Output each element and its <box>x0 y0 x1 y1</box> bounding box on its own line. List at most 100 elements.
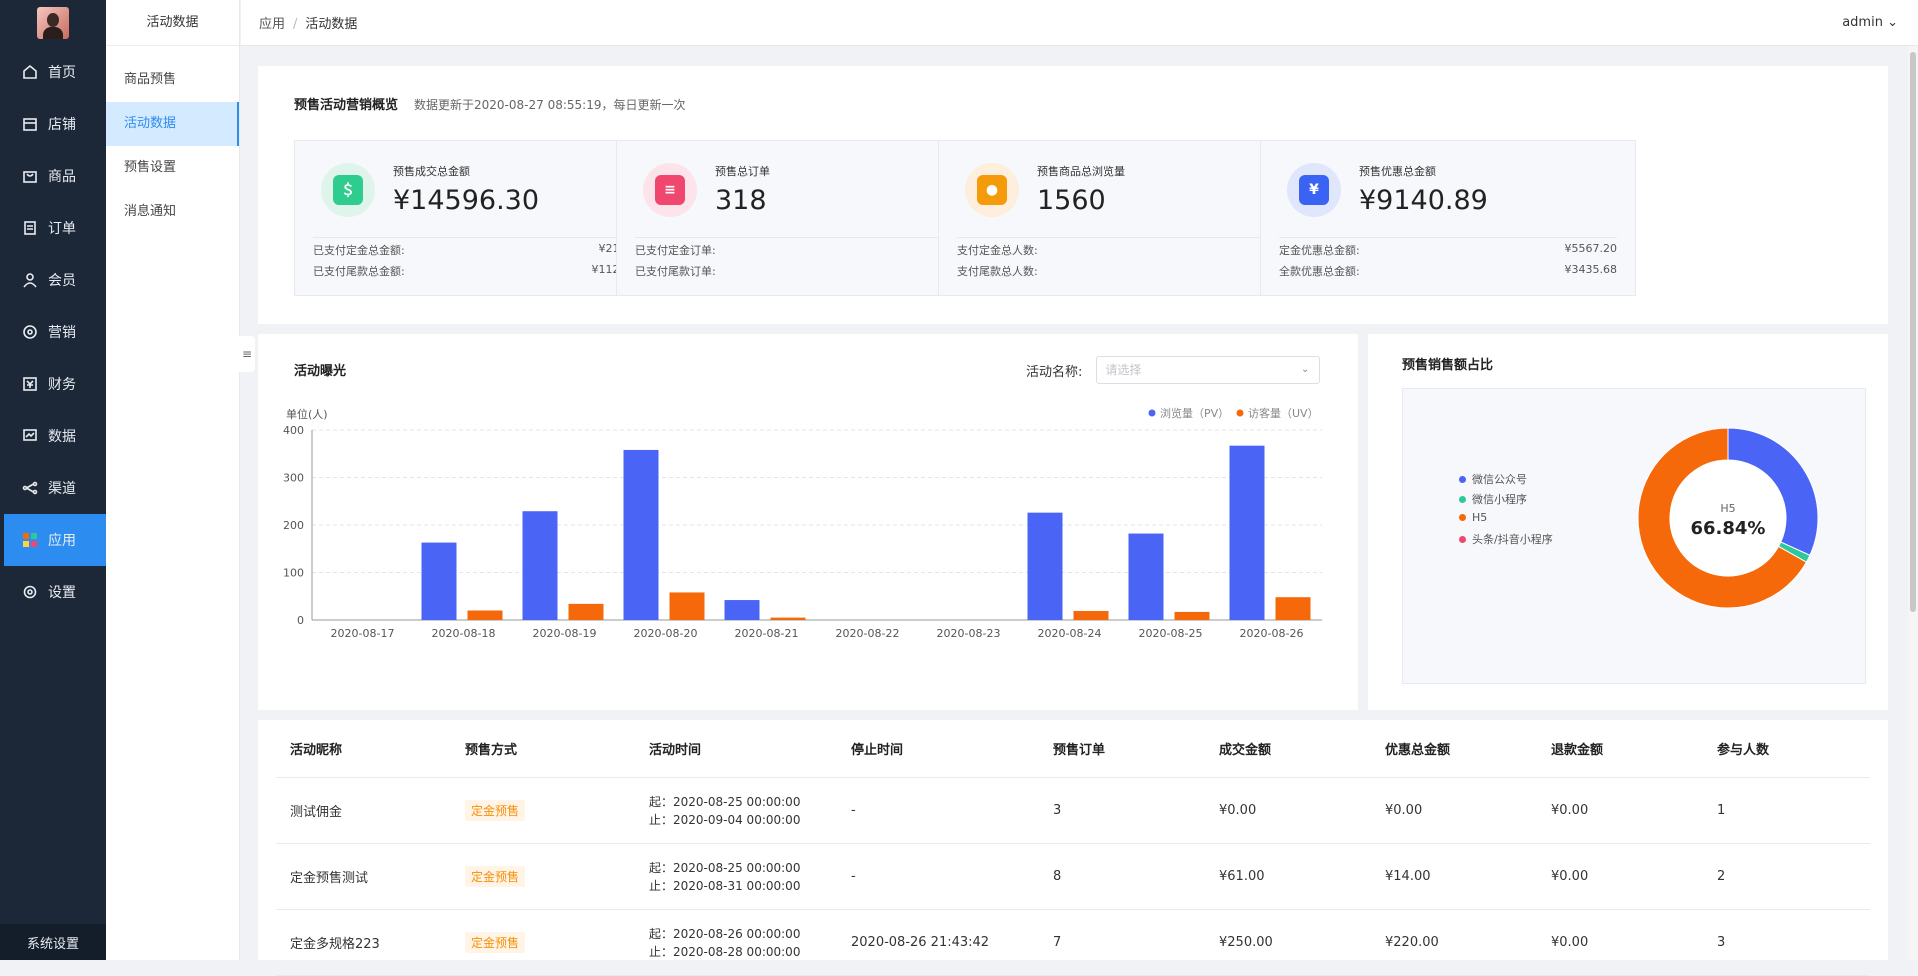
nav-item-store[interactable]: 店铺 <box>0 98 106 150</box>
stat-row: 已支付定金订单:142 <box>635 237 973 263</box>
x-tick-label: 2020-08-22 <box>836 627 900 640</box>
system-settings-button[interactable]: 系统设置 <box>0 924 106 960</box>
presale-orders: 7 <box>1053 935 1062 950</box>
vertical-scrollbar[interactable] <box>1908 46 1918 960</box>
table-row[interactable]: 定金多规格223 定金预售 起：2020-08-26 00:00:00 止：2020-… <box>276 910 1870 976</box>
activity-select[interactable]: 请选择 ⌄ <box>1096 356 1321 384</box>
bar-pv <box>1128 533 1164 620</box>
table-header: 活动昵称 预售方式 活动时间 停止时间 预售订单 成交金额 优惠总金额 退款金额 参与人数 <box>276 720 1870 778</box>
x-tick-label: 2020-08-20 <box>634 627 698 640</box>
x-tick-label: 2020-08-18 <box>432 627 496 640</box>
bar-uv <box>1275 597 1311 620</box>
bar-pv <box>421 542 457 620</box>
nav-item-goods[interactable]: 商品 <box>0 150 106 202</box>
logo <box>0 0 106 46</box>
table-header-cell: 预售方式 <box>465 743 518 758</box>
activity-start: 起：2020-08-26 00:00:00 <box>649 926 801 941</box>
donut-center-label: H5 <box>1720 502 1735 515</box>
stat-row: 全款优惠总金额: ¥3435.68 <box>1279 263 1617 285</box>
chevron-down-icon: ⌄ <box>1301 364 1310 375</box>
stat-card: ● 预售商品总浏览量 1560 支付定金总人数:58支付尾款总人数:35 <box>938 140 1314 296</box>
nav-label: 首页 <box>48 65 76 81</box>
activity-name: 测试佣金 <box>290 805 343 820</box>
stop-time: - <box>851 869 856 884</box>
nav-item-finance[interactable]: 财务 <box>0 358 106 410</box>
stat-value: ¥14596.30 <box>393 185 540 216</box>
refund-amount: ¥0.00 <box>1551 935 1589 950</box>
money-icon: ＄ <box>333 175 363 205</box>
subnav-title: 活动数据 <box>106 0 239 46</box>
table-row[interactable]: 定金预售测试 定金预售 起：2020-08-25 00:00:00 止：2020-08… <box>276 844 1870 910</box>
nav-item-settings[interactable]: 设置 <box>0 566 106 618</box>
bag-icon <box>23 171 37 183</box>
stat-card: ≡ 预售总订单 318 已支付定金订单:142已支付尾款订单:62 <box>616 140 992 296</box>
top-header: 应用 / 活动数据 admin ⌄ <box>241 0 1918 46</box>
nav-label: 财务 <box>48 377 76 393</box>
nav-item-order[interactable]: 订单 <box>0 202 106 254</box>
subnav-item-presale-goods[interactable]: 商品预售 <box>124 72 177 87</box>
user-name: admin <box>1842 15 1883 30</box>
legend-label: H5 <box>1472 511 1488 524</box>
user-menu[interactable]: admin ⌄ <box>1842 15 1898 30</box>
activity-table: 活动昵称 预售方式 活动时间 停止时间 预售订单 成交金额 优惠总金额 退款金额 参与人数 测试… <box>276 720 1870 976</box>
overview-title: 预售活动营销概览 <box>294 98 399 113</box>
activity-table-panel: 活动昵称 预售方式 活动时间 停止时间 预售订单 成交金额 优惠总金额 退款金额 参与人数 测试… <box>258 720 1888 976</box>
avatar[interactable] <box>37 7 69 39</box>
stat-row: 支付定金总人数:58 <box>957 237 1295 263</box>
x-tick-label: 2020-08-23 <box>937 627 1001 640</box>
subnav-item-activity-data[interactable]: 活动数据 <box>106 102 239 146</box>
subnav-item-presale-settings[interactable]: 预售设置 <box>124 160 177 175</box>
participants: 1 <box>1717 803 1726 818</box>
presale-mode-tag: 定金预售 <box>465 800 526 821</box>
nav-label: 应用 <box>48 533 76 549</box>
presale-mode-tag: 定金预售 <box>465 866 526 887</box>
nav-item-channel[interactable]: 渠道 <box>0 462 106 514</box>
nav-label: 订单 <box>48 221 76 237</box>
nav-item-home[interactable]: 首页 <box>0 46 106 98</box>
nav-label: 营销 <box>48 325 76 341</box>
nav-label: 渠道 <box>48 481 76 497</box>
activity-time: 起：2020-08-25 00:00:00 止：2020-09-04 00:00:… <box>635 793 837 829</box>
nav-item-member[interactable]: 会员 <box>0 254 106 306</box>
y-tick-label: 0 <box>297 614 304 627</box>
stat-row-label: 已支付定金总金额: <box>313 244 405 257</box>
stat-row-label: 全款优惠总金额: <box>1279 265 1360 278</box>
legend-label: 浏览量（PV） <box>1160 406 1229 420</box>
overview-panel: 预售活动营销概览 数据更新于2020-08-27 08:55:19，每日更新一次 … <box>258 66 1888 324</box>
y-tick-label: 200 <box>283 519 304 532</box>
nav-label: 店铺 <box>48 117 76 133</box>
sales-donut-chart: H5 66.84% <box>1637 427 1819 609</box>
legend-dot <box>1459 495 1466 503</box>
bar-pv <box>623 449 659 620</box>
table-row[interactable]: 测试佣金 定金预售 起：2020-08-25 00:00:00 止：2020-09-0… <box>276 778 1870 844</box>
stat-row-label: 已支付尾款总金额: <box>313 265 405 278</box>
sub-sidebar: 活动数据 商品预售 活动数据 预售设置 消息通知 <box>106 0 240 960</box>
nav-item-marketing[interactable]: 营销 <box>0 306 106 358</box>
stat-row: 已支付定金总金额:¥2187.20 <box>313 237 651 263</box>
nav-item-data[interactable]: 数据 <box>0 410 106 462</box>
overview-update-time: 数据更新于2020-08-27 08:55:19，每日更新一次 <box>414 98 686 112</box>
scrollbar-thumb[interactable] <box>1910 52 1916 612</box>
collapse-sidebar-button[interactable]: ≡ <box>239 336 255 372</box>
activity-time: 起：2020-08-25 00:00:00 止：2020-08-31 00:00:… <box>635 859 837 895</box>
stat-card: ¥ 预售优惠总金额 ¥9140.89 定金优惠总金额: ¥5567.20 全款优惠总金额:… <box>1260 140 1636 296</box>
settings-icon <box>23 585 37 599</box>
discount-amount: ¥220.00 <box>1385 935 1439 950</box>
stat-icon-circle: ≡ <box>643 163 697 217</box>
x-tick-label: 2020-08-25 <box>1139 627 1203 640</box>
stat-row: 已支付尾款总金额:¥11216.80 <box>313 263 651 285</box>
stat-label: 预售成交总金额 <box>393 165 470 178</box>
activity-name: 定金多规格223 <box>290 937 380 952</box>
legend-dot <box>1236 409 1244 417</box>
discount-amount: ¥14.00 <box>1385 869 1431 884</box>
overview-header: 预售活动营销概览 数据更新于2020-08-27 08:55:19，每日更新一次 <box>294 94 685 113</box>
nav-item-app[interactable]: 应用 <box>4 514 106 566</box>
stat-row: 支付尾款总人数:35 <box>957 263 1295 285</box>
nav-label: 会员 <box>48 273 76 289</box>
breadcrumb-app[interactable]: 应用 <box>259 17 286 32</box>
bar-pv <box>724 600 760 620</box>
activity-end: 止：2020-08-31 00:00:00 <box>649 878 801 893</box>
stat-icon-circle: ＄ <box>321 163 375 217</box>
subnav-item-notifications[interactable]: 消息通知 <box>124 204 177 219</box>
channel-icon <box>22 481 38 495</box>
